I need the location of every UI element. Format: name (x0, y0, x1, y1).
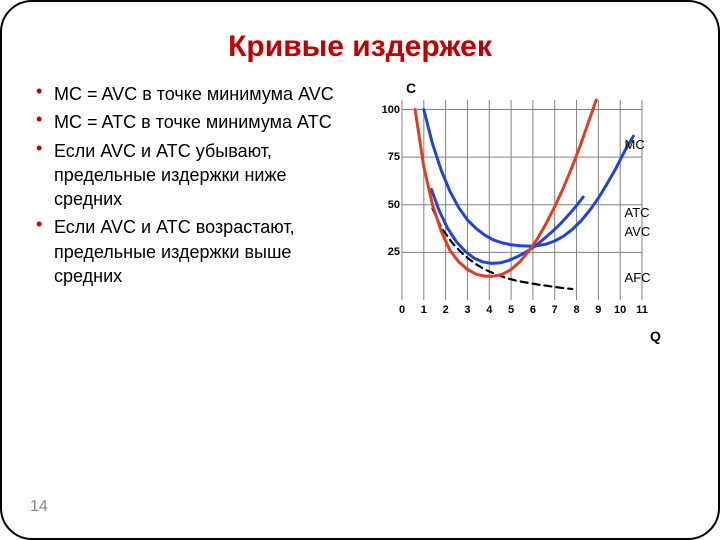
curve-afc (433, 209, 573, 289)
x-tick: 5 (508, 304, 514, 316)
y-tick: 50 (388, 199, 400, 211)
chart-panel: С Q 25 50 75 100 0 1 2 3 4 5 6 7 8 9 10 11 MC ATC AVC AFC (362, 82, 688, 342)
page-number: 14 (30, 498, 48, 516)
bullets-list: MC = AVC в точке минимума AVC MC = ATC в… (32, 82, 352, 288)
curve-mc (415, 100, 596, 276)
x-tick: 4 (486, 304, 492, 316)
x-tick: 2 (443, 304, 449, 316)
x-tick: 8 (573, 304, 579, 316)
x-axis-label: Q (650, 328, 661, 344)
y-axis-label: С (406, 80, 416, 96)
content-row: MC = AVC в точке минимума AVC MC = ATC в… (32, 82, 688, 342)
curve-atc (424, 110, 634, 247)
x-tick: 9 (595, 304, 601, 316)
bullets-panel: MC = AVC в точке минимума AVC MC = ATC в… (32, 82, 352, 342)
bullet-item: MC = AVC в точке минимума AVC (36, 82, 352, 106)
chart-svg (402, 100, 642, 300)
x-tick: 0 (399, 304, 405, 316)
curve-label-avc: AVC (625, 224, 651, 239)
slide-title: Кривые издержек (32, 30, 688, 64)
y-tick: 100 (382, 104, 400, 116)
x-tick: 11 (636, 304, 648, 316)
x-tick: 1 (421, 304, 427, 316)
curve-label-atc: ATC (625, 205, 650, 220)
y-tick: 75 (388, 151, 400, 163)
bullet-item: Если AVC и ATC убывают, предельные издер… (36, 139, 352, 212)
x-tick: 6 (530, 304, 536, 316)
cost-curves-chart: С Q 25 50 75 100 0 1 2 3 4 5 6 7 8 9 10 11 MC ATC AVC AFC (362, 82, 682, 342)
x-tick: 10 (614, 304, 626, 316)
curve-label-mc: MC (625, 137, 645, 152)
x-tick: 3 (464, 304, 470, 316)
curve-label-afc: AFC (625, 270, 651, 285)
bullet-item: Если AVC и ATC возрастают, предельные из… (36, 215, 352, 288)
bullet-item: MC = ATC в точке минимума ATC (36, 110, 352, 134)
y-tick: 25 (388, 246, 400, 258)
slide-frame: Кривые издержек MC = AVC в точке минимум… (0, 0, 720, 540)
x-tick: 7 (552, 304, 558, 316)
